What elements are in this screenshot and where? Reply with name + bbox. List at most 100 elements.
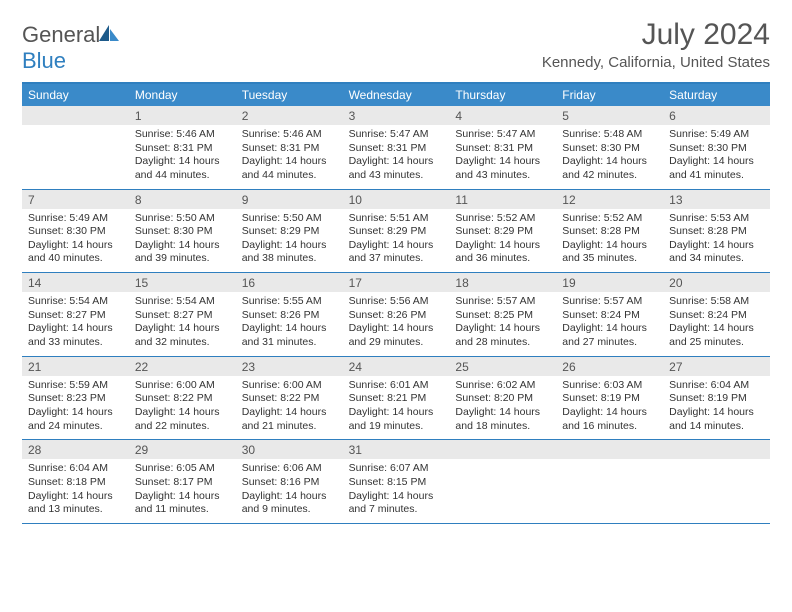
sunrise-text: Sunrise: 6:05 AM xyxy=(135,462,230,476)
day-cell: Sunrise: 5:55 AMSunset: 8:26 PMDaylight:… xyxy=(236,292,343,356)
sunrise-text: Sunrise: 6:00 AM xyxy=(242,379,337,393)
day-cell: Sunrise: 5:50 AMSunset: 8:30 PMDaylight:… xyxy=(129,209,236,273)
day-header-row: Sunday Monday Tuesday Wednesday Thursday… xyxy=(22,84,770,106)
day-cell: Sunrise: 5:59 AMSunset: 8:23 PMDaylight:… xyxy=(22,376,129,440)
sunrise-text: Sunrise: 5:57 AM xyxy=(455,295,550,309)
sunset-text: Sunset: 8:23 PM xyxy=(28,392,123,406)
day2-text: and 21 minutes. xyxy=(242,420,337,434)
day-number: 6 xyxy=(663,106,770,125)
title-block: July 2024 Kennedy, California, United St… xyxy=(542,18,770,71)
sunset-text: Sunset: 8:29 PM xyxy=(455,225,550,239)
day-number: 3 xyxy=(343,106,450,125)
day1-text: Daylight: 14 hours xyxy=(28,406,123,420)
sunset-text: Sunset: 8:30 PM xyxy=(28,225,123,239)
day1-text: Daylight: 14 hours xyxy=(28,490,123,504)
sunrise-text: Sunrise: 5:47 AM xyxy=(455,128,550,142)
day1-text: Daylight: 14 hours xyxy=(349,490,444,504)
sunrise-text: Sunrise: 5:49 AM xyxy=(28,212,123,226)
day1-text: Daylight: 14 hours xyxy=(562,155,657,169)
day-cell: Sunrise: 5:46 AMSunset: 8:31 PMDaylight:… xyxy=(236,125,343,189)
sunset-text: Sunset: 8:30 PM xyxy=(669,142,764,156)
day1-text: Daylight: 14 hours xyxy=(669,406,764,420)
day-number: 18 xyxy=(449,273,556,292)
logo-text-2: Blue xyxy=(22,48,66,73)
sunset-text: Sunset: 8:25 PM xyxy=(455,309,550,323)
day-cell: Sunrise: 6:07 AMSunset: 8:15 PMDaylight:… xyxy=(343,459,450,523)
day-number: 25 xyxy=(449,357,556,376)
day-cell: Sunrise: 5:52 AMSunset: 8:28 PMDaylight:… xyxy=(556,209,663,273)
sunset-text: Sunset: 8:31 PM xyxy=(455,142,550,156)
day2-text: and 35 minutes. xyxy=(562,252,657,266)
sunrise-text: Sunrise: 5:52 AM xyxy=(562,212,657,226)
sunset-text: Sunset: 8:29 PM xyxy=(242,225,337,239)
day-number: 28 xyxy=(22,440,129,459)
sunset-text: Sunset: 8:30 PM xyxy=(562,142,657,156)
day1-text: Daylight: 14 hours xyxy=(349,406,444,420)
sunset-text: Sunset: 8:31 PM xyxy=(242,142,337,156)
day-cell: Sunrise: 5:49 AMSunset: 8:30 PMDaylight:… xyxy=(663,125,770,189)
sunrise-text: Sunrise: 6:01 AM xyxy=(349,379,444,393)
day-cell: Sunrise: 5:49 AMSunset: 8:30 PMDaylight:… xyxy=(22,209,129,273)
sunrise-text: Sunrise: 6:02 AM xyxy=(455,379,550,393)
day2-text: and 37 minutes. xyxy=(349,252,444,266)
day2-text: and 27 minutes. xyxy=(562,336,657,350)
header: General Blue July 2024 Kennedy, Californ… xyxy=(22,18,770,74)
locality: Kennedy, California, United States xyxy=(542,54,770,71)
sunrise-text: Sunrise: 6:04 AM xyxy=(28,462,123,476)
day-number: 13 xyxy=(663,190,770,209)
day1-text: Daylight: 14 hours xyxy=(349,239,444,253)
day1-text: Daylight: 14 hours xyxy=(669,239,764,253)
day-cell: Sunrise: 6:00 AMSunset: 8:22 PMDaylight:… xyxy=(129,376,236,440)
day2-text: and 39 minutes. xyxy=(135,252,230,266)
daynum-row: 123456 xyxy=(22,106,770,125)
sunset-text: Sunset: 8:24 PM xyxy=(669,309,764,323)
day2-text: and 28 minutes. xyxy=(455,336,550,350)
day-number xyxy=(22,106,129,125)
day-header: Sunday xyxy=(22,84,129,106)
day-number: 27 xyxy=(663,357,770,376)
sunset-text: Sunset: 8:26 PM xyxy=(349,309,444,323)
day1-text: Daylight: 14 hours xyxy=(349,322,444,336)
sunset-text: Sunset: 8:22 PM xyxy=(242,392,337,406)
day-number: 22 xyxy=(129,357,236,376)
sunrise-text: Sunrise: 5:53 AM xyxy=(669,212,764,226)
day1-text: Daylight: 14 hours xyxy=(669,322,764,336)
day1-text: Daylight: 14 hours xyxy=(242,155,337,169)
sunrise-text: Sunrise: 5:59 AM xyxy=(28,379,123,393)
day-cell: Sunrise: 5:54 AMSunset: 8:27 PMDaylight:… xyxy=(22,292,129,356)
sunrise-text: Sunrise: 5:47 AM xyxy=(349,128,444,142)
day1-text: Daylight: 14 hours xyxy=(669,155,764,169)
daynum-row: 28293031 xyxy=(22,440,770,459)
day-cell xyxy=(22,125,129,189)
sunrise-text: Sunrise: 5:57 AM xyxy=(562,295,657,309)
day2-text: and 25 minutes. xyxy=(669,336,764,350)
day1-text: Daylight: 14 hours xyxy=(242,406,337,420)
sunset-text: Sunset: 8:18 PM xyxy=(28,476,123,490)
daynum-row: 21222324252627 xyxy=(22,357,770,376)
day-number: 7 xyxy=(22,190,129,209)
day-number: 19 xyxy=(556,273,663,292)
day-cell xyxy=(556,459,663,523)
day2-text: and 29 minutes. xyxy=(349,336,444,350)
logo: General Blue xyxy=(22,18,120,74)
day-cell: Sunrise: 5:53 AMSunset: 8:28 PMDaylight:… xyxy=(663,209,770,273)
day2-text: and 43 minutes. xyxy=(349,169,444,183)
day2-text: and 43 minutes. xyxy=(455,169,550,183)
day2-text: and 18 minutes. xyxy=(455,420,550,434)
sunrise-text: Sunrise: 5:56 AM xyxy=(349,295,444,309)
day2-text: and 31 minutes. xyxy=(242,336,337,350)
day2-text: and 44 minutes. xyxy=(242,169,337,183)
day2-text: and 7 minutes. xyxy=(349,503,444,517)
sunrise-text: Sunrise: 6:07 AM xyxy=(349,462,444,476)
sunset-text: Sunset: 8:28 PM xyxy=(562,225,657,239)
day2-text: and 9 minutes. xyxy=(242,503,337,517)
logo-text-1: General xyxy=(22,22,100,47)
day-number: 15 xyxy=(129,273,236,292)
sunrise-text: Sunrise: 5:46 AM xyxy=(135,128,230,142)
sunrise-text: Sunrise: 5:48 AM xyxy=(562,128,657,142)
sunset-text: Sunset: 8:30 PM xyxy=(135,225,230,239)
weeks-container: 123456Sunrise: 5:46 AMSunset: 8:31 PMDay… xyxy=(22,106,770,524)
sunset-text: Sunset: 8:29 PM xyxy=(349,225,444,239)
week-row: Sunrise: 5:49 AMSunset: 8:30 PMDaylight:… xyxy=(22,209,770,274)
week-row: Sunrise: 6:04 AMSunset: 8:18 PMDaylight:… xyxy=(22,459,770,524)
